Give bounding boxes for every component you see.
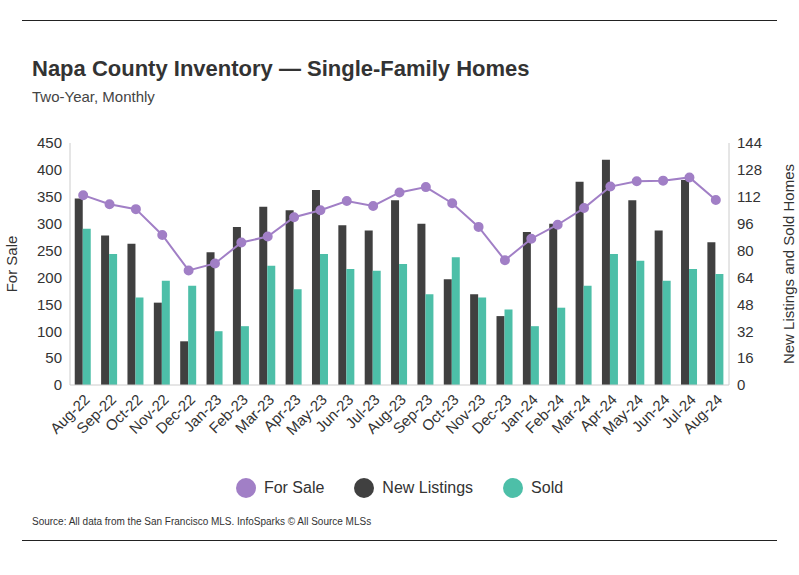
svg-text:128: 128 [737, 161, 762, 178]
svg-text:112: 112 [737, 188, 761, 205]
svg-text:Jun-24: Jun-24 [628, 390, 673, 436]
svg-text:Mar-24: Mar-24 [548, 390, 594, 437]
svg-text:32: 32 [737, 323, 754, 340]
svg-text:Sep-22: Sep-22 [73, 390, 120, 437]
svg-text:Jul-23: Jul-23 [341, 390, 383, 432]
svg-text:144: 144 [737, 134, 762, 151]
svg-text:16: 16 [737, 349, 754, 366]
svg-text:Mar-23: Mar-23 [231, 390, 278, 437]
svg-text:For Sale: For Sale [8, 236, 20, 293]
svg-text:Jul-24: Jul-24 [658, 390, 700, 432]
svg-text:96: 96 [737, 215, 754, 232]
svg-text:0: 0 [54, 376, 62, 393]
svg-text:Apr-24: Apr-24 [576, 390, 620, 435]
svg-text:300: 300 [37, 215, 62, 232]
svg-text:Oct-23: Oct-23 [418, 390, 462, 435]
svg-text:350: 350 [37, 188, 62, 205]
svg-text:May-23: May-23 [282, 390, 331, 438]
html-text:Napa County Inventory — Single: Napa County Inventory — Single-Family Ho… [32, 56, 530, 81]
svg-text:Dec-22: Dec-22 [152, 390, 199, 437]
html-text:For Sale: For Sale [263, 479, 325, 496]
svg-text:Feb-23: Feb-23 [205, 390, 251, 437]
svg-text:Jun-23: Jun-23 [312, 390, 357, 436]
svg-text:200: 200 [37, 269, 62, 286]
svg-text:Aug-22: Aug-22 [46, 390, 93, 437]
svg-text:Jan-23: Jan-23 [180, 390, 225, 436]
svg-text:Aug-24: Aug-24 [679, 391, 725, 437]
svg-text:48: 48 [737, 296, 754, 313]
svg-text:Nov-23: Nov-23 [442, 390, 489, 437]
html-text:New Listings: New Listings [382, 479, 474, 496]
svg-text:New Listings and Sold Homes: New Listings and Sold Homes [780, 164, 791, 364]
svg-text:64: 64 [737, 269, 754, 286]
html-text:Two-Year, Monthly: Two-Year, Monthly [32, 88, 155, 105]
svg-text:150: 150 [37, 296, 62, 313]
svg-text:450: 450 [37, 134, 62, 151]
svg-text:400: 400 [37, 161, 62, 178]
svg-text:Feb-24: Feb-24 [521, 390, 568, 437]
svg-text:Apr-23: Apr-23 [259, 390, 304, 435]
svg-text:Nov-22: Nov-22 [125, 390, 172, 437]
svg-text:Aug-23: Aug-23 [362, 390, 410, 437]
svg-text:100: 100 [37, 323, 62, 340]
svg-text:Jan-24: Jan-24 [496, 390, 541, 436]
svg-text:Dec-23: Dec-23 [468, 390, 515, 437]
svg-text:80: 80 [737, 242, 754, 259]
svg-text:May-24: May-24 [599, 390, 647, 438]
svg-text:Oct-22: Oct-22 [101, 390, 146, 435]
svg-text:250: 250 [37, 242, 62, 259]
html-text:Sold: Sold [531, 479, 564, 496]
html-text:Source: All data from the San: Source: All data from the San Francisco … [32, 516, 372, 527]
svg-text:0: 0 [737, 376, 745, 393]
svg-text:Sep-23: Sep-23 [389, 390, 436, 437]
svg-text:50: 50 [45, 349, 62, 366]
